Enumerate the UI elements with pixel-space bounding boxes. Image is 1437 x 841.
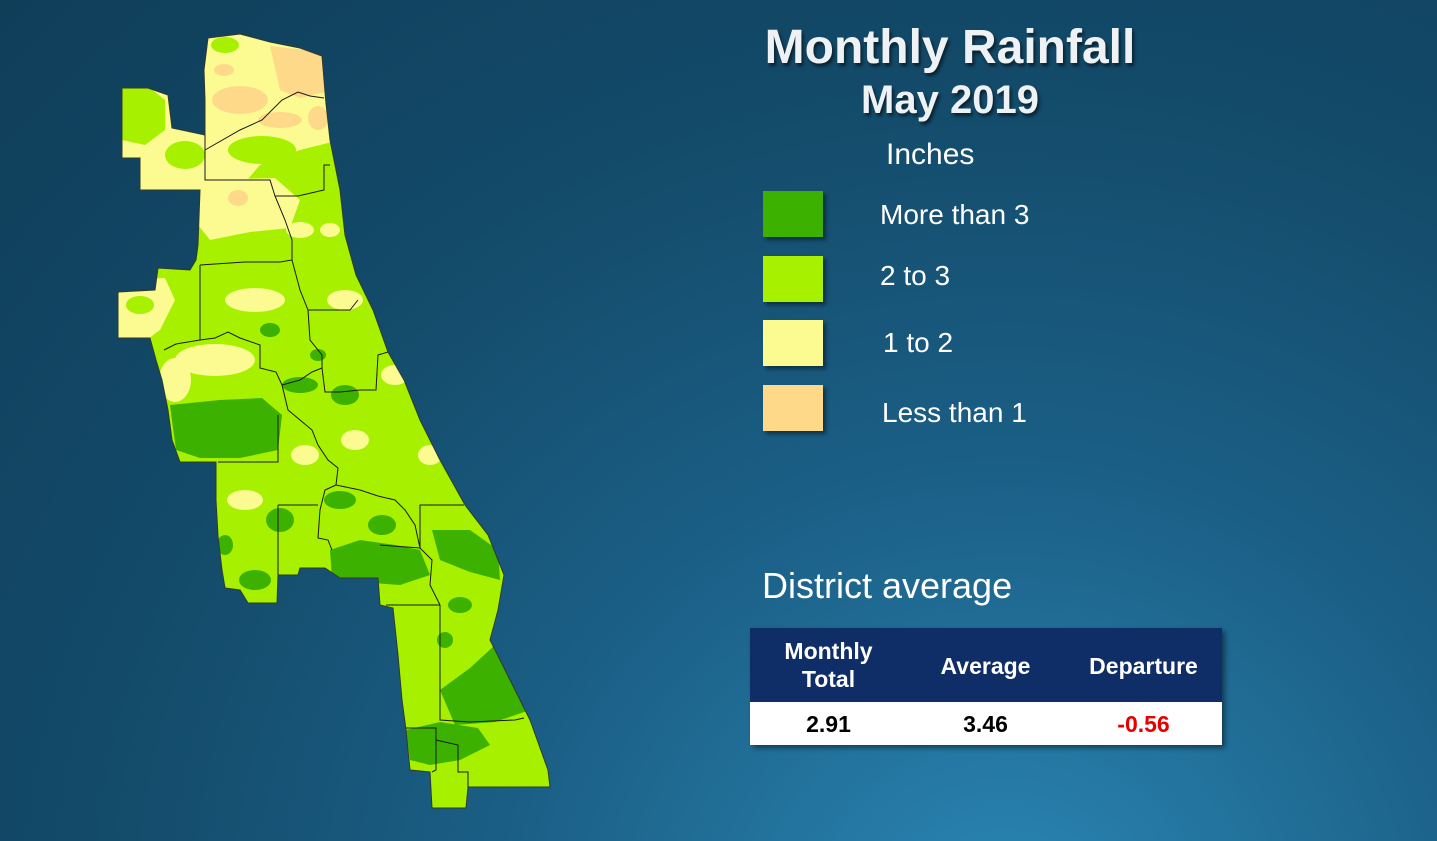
district-map-svg [117, 33, 551, 809]
legend-swatch [763, 191, 823, 237]
table-header-row: Monthly Total Average Departure [750, 628, 1222, 702]
header-monthly-total-line2: Total [801, 666, 856, 692]
legend-item-2-to-3: 2 to 3 [763, 256, 1183, 304]
rain-less-than-1-areas [212, 46, 328, 206]
legend-swatch [763, 320, 823, 366]
district-average-title: District average [762, 565, 1013, 606]
legend-item-1-to-2: 1 to 2 [763, 320, 1183, 368]
legend-label: More than 3 [880, 199, 1030, 230]
rain-more-than-3-areas [170, 323, 530, 765]
header-average: Average [940, 653, 1031, 679]
header-monthly-total-line1: Monthly [784, 638, 873, 664]
county-lines [163, 91, 525, 787]
value-departure: -0.56 [1117, 711, 1170, 737]
district-average-table: Monthly Total Average Departure 2.91 3.4… [750, 628, 1222, 745]
legend-label: 2 to 3 [880, 260, 951, 291]
table-row: 2.91 3.46 -0.56 [750, 702, 1222, 745]
rainfall-map [0, 0, 620, 841]
legend-item-less-than-1: Less than 1 [763, 385, 1183, 433]
value-average: 3.46 [963, 711, 1008, 737]
legend-swatch [763, 256, 823, 302]
header-departure: Departure [1089, 653, 1198, 679]
legend-item-more-than-3: More than 3 [763, 191, 1183, 239]
rain-2-to-3-patches [122, 37, 324, 314]
legend-swatch [763, 385, 823, 431]
legend-label: 1 to 2 [883, 327, 954, 358]
legend-units: Inches [886, 138, 975, 171]
legend-label: Less than 1 [882, 397, 1027, 428]
map-title: Monthly Rainfall [764, 21, 1136, 74]
value-monthly-total: 2.91 [806, 711, 851, 737]
map-subtitle: May 2019 [861, 78, 1039, 122]
header-monthly-total: Monthly Total [750, 637, 907, 693]
